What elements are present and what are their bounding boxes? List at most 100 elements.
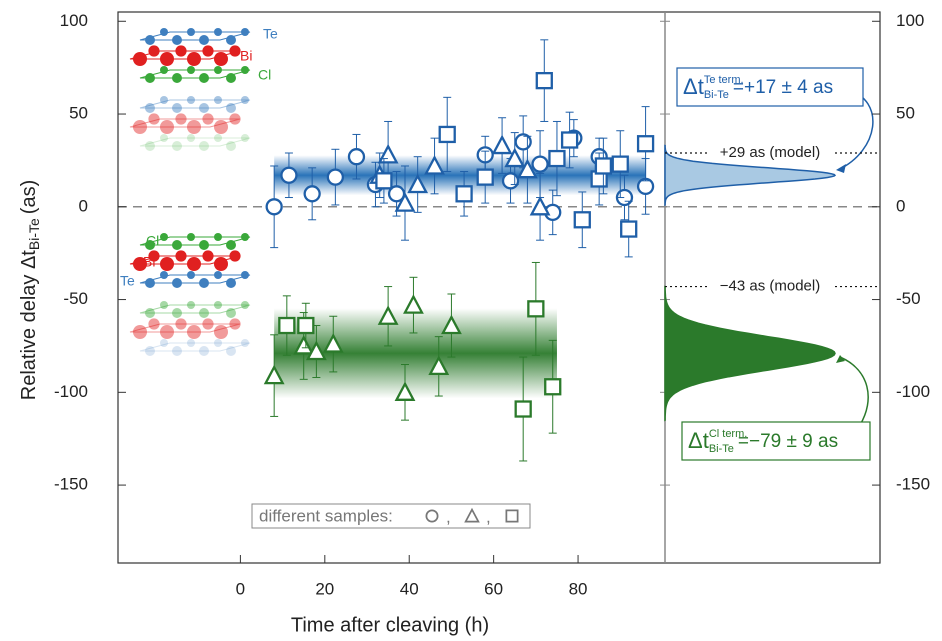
marker-circle: [501, 172, 520, 190]
y2-tick-label: 100: [896, 11, 924, 30]
atom: [241, 233, 249, 241]
atom: [145, 103, 155, 113]
atom: [214, 301, 222, 309]
atom: [172, 346, 182, 356]
legend-marker: [464, 507, 480, 523]
atom: [145, 141, 155, 151]
atom: [160, 96, 168, 104]
atom: [214, 52, 228, 66]
marker-square: [594, 157, 613, 175]
x-tick-label: 80: [569, 579, 588, 598]
atom: [241, 134, 249, 142]
atom-label: Bi: [240, 48, 252, 64]
atom: [172, 278, 182, 288]
layer-sheet: [139, 304, 251, 314]
legend-title: different samples:: [259, 506, 393, 525]
atom: [241, 339, 249, 347]
atom: [214, 233, 222, 241]
layer-sheet: [139, 342, 251, 352]
atom: [160, 271, 168, 279]
atom: [133, 52, 147, 66]
atom: [226, 346, 236, 356]
atom: [229, 45, 241, 57]
atom: [199, 240, 209, 250]
x-axis-label: Time after cleaving (h): [291, 614, 489, 636]
atom: [241, 28, 249, 36]
marker-triangle: [516, 158, 538, 179]
marker-square: [544, 378, 562, 396]
atom: [187, 257, 201, 271]
marker-square: [438, 125, 456, 144]
atom: [214, 339, 222, 347]
atom: [148, 318, 160, 330]
y-label-text: Relative delay Δt: [18, 250, 40, 401]
atom: [148, 45, 160, 57]
marker-circle: [303, 185, 321, 203]
atom: [160, 28, 168, 36]
marker-triangle: [394, 381, 416, 401]
atom: [241, 66, 249, 74]
layer-sheet: [139, 137, 251, 147]
atom: [160, 66, 168, 74]
atom: [214, 257, 228, 271]
atom-label: Te: [263, 26, 278, 42]
marker-square: [548, 149, 566, 168]
atom: [226, 141, 236, 151]
atom: [148, 113, 160, 125]
layer-sheet: [139, 274, 251, 284]
layer-sheet: [139, 31, 251, 41]
atom: [214, 96, 222, 104]
atom: [145, 240, 155, 250]
marker-triangle: [504, 147, 526, 168]
marker-square: [535, 71, 553, 90]
model-label: +29 as (model): [720, 144, 820, 161]
atom: [172, 240, 182, 250]
x-tick-label: 60: [484, 579, 503, 598]
marker-circle: [265, 198, 283, 216]
marker-triangle: [394, 192, 416, 212]
atom: [187, 96, 195, 104]
crystal: [129, 28, 251, 356]
x-tick-label: 0: [236, 579, 245, 598]
marker-triangle: [293, 334, 315, 355]
atom: [199, 103, 209, 113]
atom: [226, 240, 236, 250]
x-tick-label: 40: [400, 579, 419, 598]
marker-triangle: [377, 305, 399, 325]
marker-triangle: [407, 173, 429, 194]
atom: [160, 301, 168, 309]
marker-triangle: [491, 134, 513, 155]
marker-circle: [280, 166, 298, 184]
atom: [160, 233, 168, 241]
atom: [202, 113, 214, 125]
atom: [175, 318, 187, 330]
marker-square: [527, 300, 545, 318]
annotation-sup: Cl term.: [709, 428, 748, 440]
atom: [187, 339, 195, 347]
atom: [202, 318, 214, 330]
atom: [226, 35, 236, 45]
atom: [172, 73, 182, 83]
atom-label: Te: [120, 273, 135, 289]
layer-sheet: [129, 323, 241, 333]
annotation-box: [676, 67, 864, 107]
layer-sheet: [139, 236, 251, 246]
y2-tick-label: -50: [896, 289, 921, 308]
atom: [214, 271, 222, 279]
atom: [148, 250, 160, 262]
layer-sheet: [139, 69, 251, 79]
marker-triangle: [403, 294, 424, 314]
atom: [214, 134, 222, 142]
layer-sheet: [129, 118, 241, 128]
y2-tick-label: 0: [896, 196, 905, 215]
marker-square: [297, 316, 315, 335]
atom: [187, 271, 195, 279]
atom: [172, 103, 182, 113]
marker-square: [455, 185, 473, 203]
atom: [133, 325, 147, 339]
y2-tick-label: -150: [896, 475, 930, 494]
atom: [145, 278, 155, 288]
legend-separator: ,: [446, 507, 451, 526]
atom: [199, 141, 209, 151]
marker-square: [560, 131, 579, 149]
